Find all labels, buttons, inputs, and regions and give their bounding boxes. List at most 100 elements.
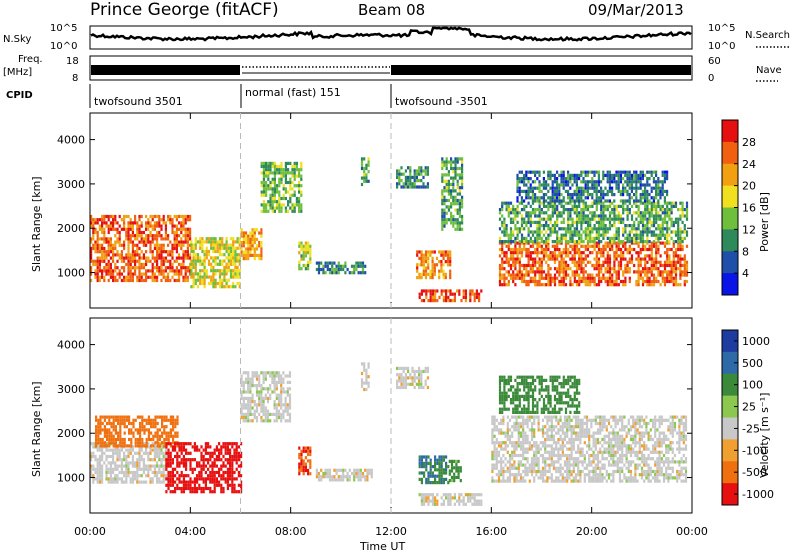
scatter-cell	[109, 454, 112, 459]
scatter-cell	[558, 283, 561, 287]
scatter-cell	[266, 390, 270, 394]
scatter-cell	[101, 253, 104, 257]
scatter-cell	[136, 458, 139, 462]
scatter-cell	[536, 233, 539, 237]
scatter-cell	[139, 444, 142, 448]
scatter-cell	[185, 483, 188, 487]
scatter-cell	[558, 260, 561, 264]
scatter-cell	[105, 442, 108, 446]
scatter-cell	[125, 415, 128, 419]
scatter-cell	[207, 477, 210, 481]
scatter-cell	[142, 243, 145, 247]
scatter-cell	[666, 263, 669, 268]
scatter-cell	[441, 176, 444, 180]
scatter-cell	[589, 217, 592, 221]
scatter-cell	[540, 236, 543, 240]
scatter-cell	[635, 201, 638, 205]
scatter-cell	[220, 445, 223, 449]
scatter-cell	[324, 264, 327, 268]
scatter-cell	[94, 221, 97, 225]
scatter-cell	[309, 244, 312, 248]
scatter-cell	[606, 276, 609, 280]
scatter-cell	[134, 221, 137, 225]
scatter-cell	[220, 477, 223, 481]
scatter-cell	[118, 253, 121, 257]
scatter-cell	[456, 202, 459, 206]
scatter-cell	[461, 157, 464, 161]
scatter-cell	[586, 204, 590, 208]
scatter-cell	[264, 409, 267, 413]
scatter-cell	[604, 208, 607, 212]
scatter-cell	[196, 474, 199, 478]
scatter-cell	[679, 257, 682, 261]
scatter-cell	[291, 174, 294, 178]
scatter-cell	[265, 171, 268, 175]
scatter-cell	[514, 217, 517, 221]
scatter-cell	[153, 214, 156, 219]
scatter-cell	[646, 201, 649, 205]
scatter-cell	[514, 208, 517, 212]
scatter-cell	[178, 234, 181, 238]
scatter-cell	[211, 464, 214, 468]
scatter-cell	[273, 180, 276, 185]
scatter-cell	[112, 221, 115, 225]
scatter-cell	[92, 262, 95, 267]
scatter-cell	[560, 211, 563, 215]
scatter-cell	[117, 434, 120, 438]
scatter-cell	[575, 270, 579, 274]
scatter-cell	[112, 214, 115, 219]
scatter-cell	[247, 257, 250, 261]
scatter-cell	[125, 467, 128, 471]
scatter-cell	[639, 201, 642, 205]
scatter-cell	[269, 168, 272, 172]
scatter-cell	[116, 221, 119, 225]
scatter-cell	[165, 490, 168, 494]
scatter-cell	[223, 265, 226, 270]
scatter-cell	[134, 214, 137, 219]
scatter-cell	[202, 461, 205, 465]
scatter-cell	[447, 299, 450, 303]
scatter-cell	[140, 266, 143, 270]
scatter-cell	[685, 211, 689, 215]
scatter-cell	[569, 186, 572, 190]
scatter-cell	[547, 244, 550, 248]
scatter-cell	[567, 177, 570, 181]
scatter-cell	[630, 217, 634, 221]
scatter-cell	[679, 214, 682, 218]
scatter-cell	[591, 279, 594, 284]
scatter-cell	[525, 263, 528, 268]
scatter-cell	[143, 418, 146, 422]
scatter-cell	[153, 246, 156, 251]
scatter-cell	[556, 236, 559, 240]
scatter-cell	[202, 458, 205, 462]
scatter-cell	[199, 272, 202, 276]
scatter-cell	[265, 209, 268, 213]
freq-label-line2: [MHz]	[3, 67, 32, 78]
scatter-cell	[99, 418, 102, 422]
scatter-cell	[637, 263, 640, 268]
scatter-cell	[595, 273, 598, 277]
scatter-cell	[236, 253, 239, 257]
scatter-cell	[650, 241, 653, 245]
scatter-cell	[156, 448, 159, 452]
scatter-cell	[103, 444, 106, 448]
scatter-cell	[545, 193, 548, 197]
scatter-cell	[240, 483, 243, 487]
scatter-cell	[141, 425, 144, 429]
scatter-cell	[108, 418, 111, 422]
scatter-cell	[106, 421, 109, 426]
scatter-cell	[151, 256, 154, 260]
scatter-cell	[677, 220, 680, 224]
scatter-cell	[196, 259, 200, 263]
scatter-cell	[540, 257, 543, 261]
scatter-cell	[222, 486, 225, 491]
scatter-cell	[613, 208, 616, 212]
scatter-cell	[538, 180, 541, 184]
scatter-cell	[529, 257, 532, 261]
scatter-cell	[175, 237, 178, 241]
scatter-cell	[176, 434, 179, 438]
scatter-cell	[613, 204, 616, 208]
scatter-cell	[302, 257, 305, 261]
scatter-cell	[674, 220, 678, 224]
scatter-cell	[164, 448, 167, 452]
